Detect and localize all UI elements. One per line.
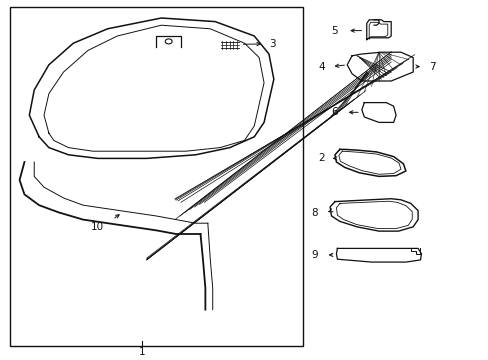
Text: 10: 10 — [91, 222, 104, 232]
Text: 2: 2 — [317, 153, 324, 163]
Text: 3: 3 — [268, 39, 275, 49]
Text: 5: 5 — [330, 26, 337, 36]
Text: 8: 8 — [310, 208, 317, 218]
Text: 4: 4 — [317, 62, 324, 72]
Text: 7: 7 — [428, 62, 435, 72]
Text: 6: 6 — [330, 107, 337, 117]
Text: 1: 1 — [138, 347, 145, 357]
Bar — [10, 7, 303, 346]
Text: 9: 9 — [310, 250, 317, 260]
